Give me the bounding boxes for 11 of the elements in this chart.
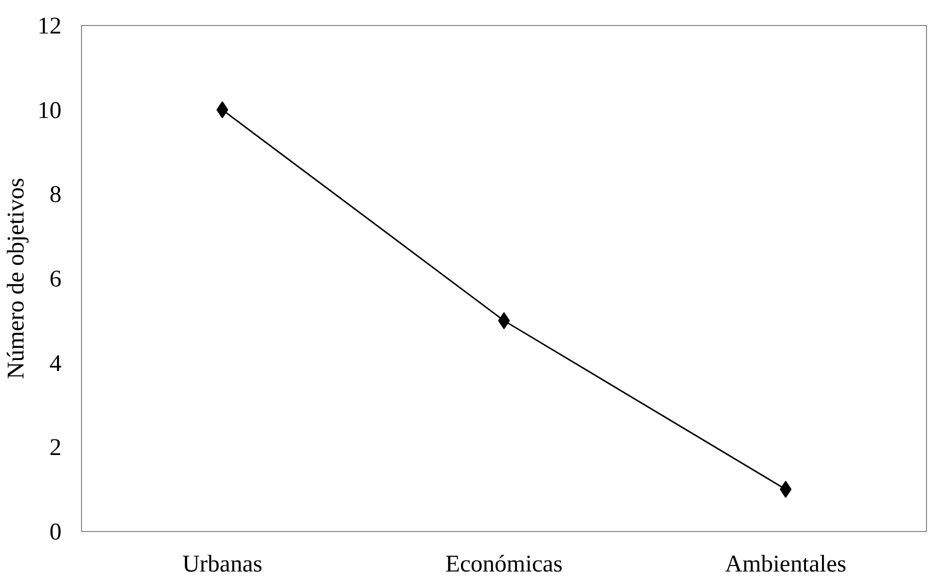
y-axis-title: Número de objetivos [4, 178, 30, 380]
x-tick-label: Económicas [445, 552, 563, 578]
y-tick-label: 10 [38, 98, 62, 124]
y-tick-label: 0 [50, 520, 62, 546]
y-tick-label: 6 [50, 266, 62, 292]
x-tick-label: Urbanas [182, 552, 262, 578]
y-tick-label: 4 [50, 350, 62, 377]
y-tick-label: 12 [38, 14, 62, 40]
x-tick-label: Ambientales [725, 552, 846, 578]
y-tick-label: 2 [50, 435, 62, 462]
y-tick-label: 8 [50, 182, 62, 208]
